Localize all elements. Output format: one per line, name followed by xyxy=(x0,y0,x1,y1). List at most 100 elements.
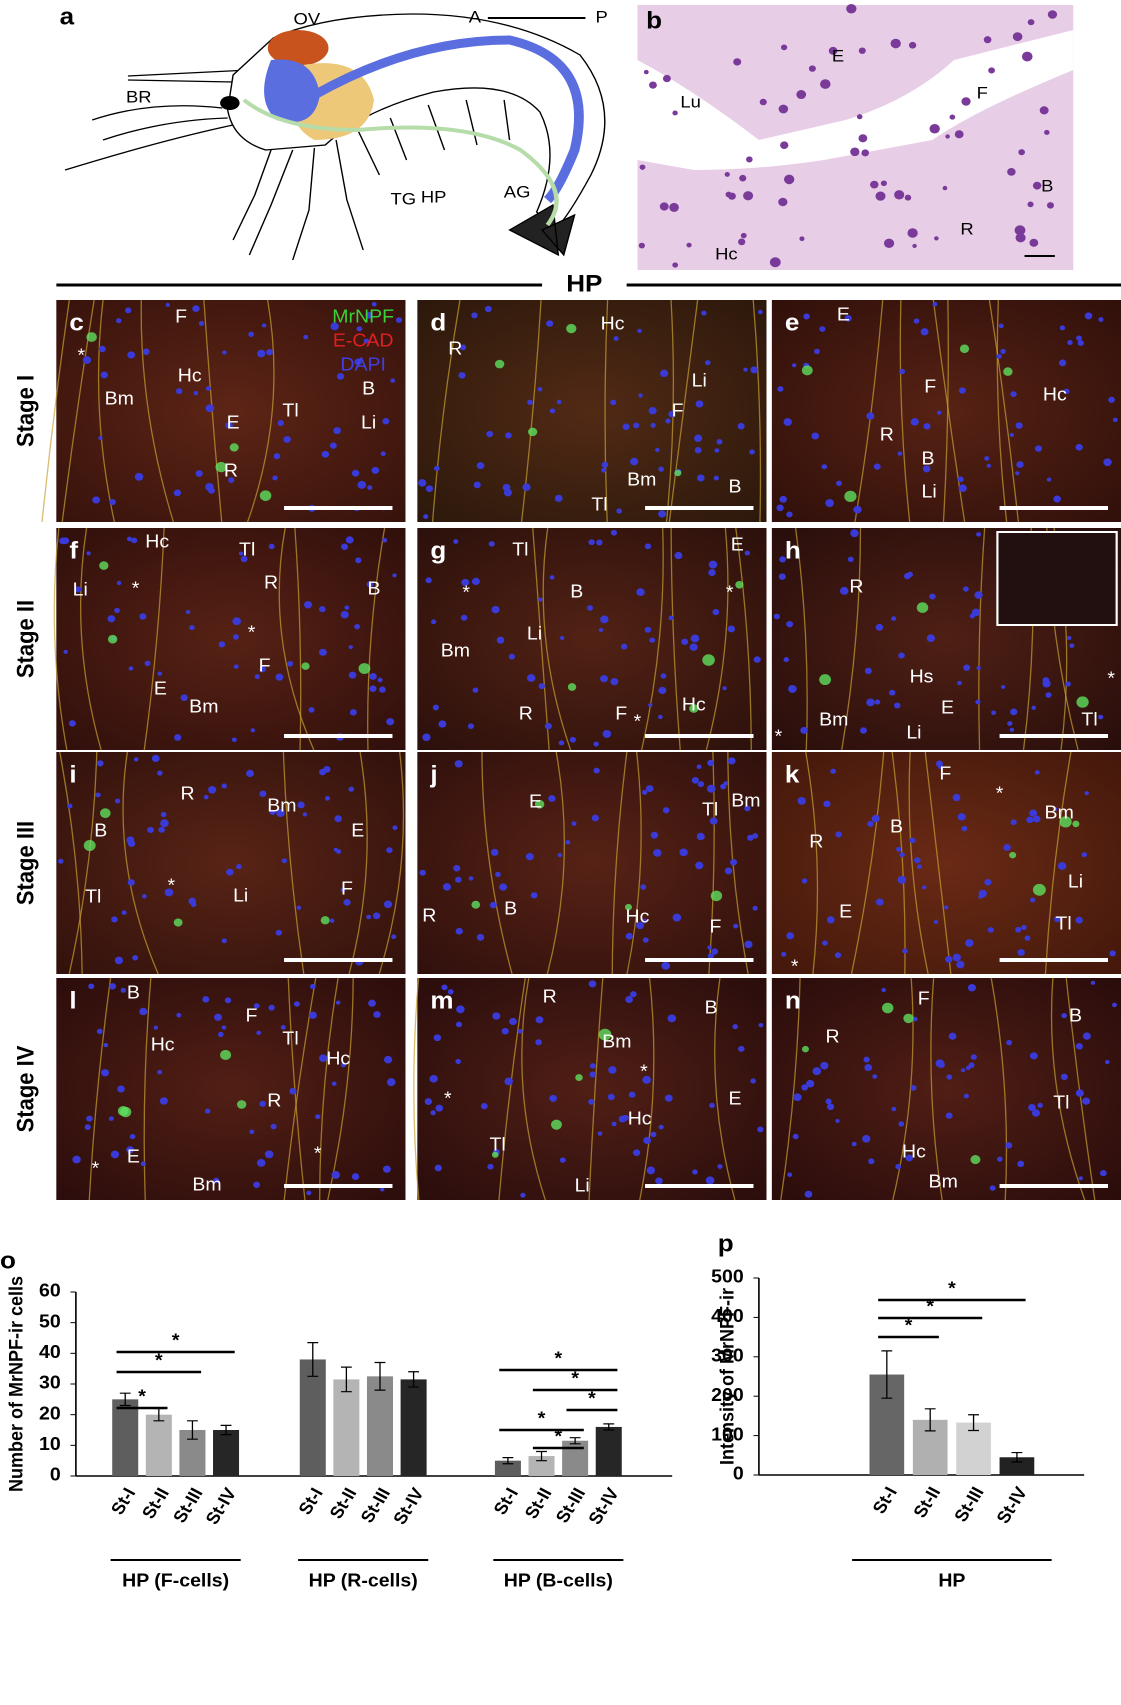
nucleus xyxy=(954,130,964,139)
nucleus xyxy=(601,467,607,473)
nucleus xyxy=(259,666,266,673)
nucleus xyxy=(480,1103,488,1110)
nucleus xyxy=(1017,948,1025,956)
cell-label: Li xyxy=(922,481,937,501)
nucleus xyxy=(998,323,1004,329)
category-label: St-IV xyxy=(201,1484,240,1527)
cell-boundary xyxy=(1050,977,1086,1201)
nucleus xyxy=(63,649,68,654)
nucleus xyxy=(476,933,485,941)
category-label: St-I xyxy=(294,1485,327,1518)
npf-signal xyxy=(844,490,857,503)
nucleus xyxy=(468,876,474,881)
nucleus xyxy=(902,948,908,954)
nucleus xyxy=(996,1156,1003,1162)
nucleus xyxy=(910,1085,917,1091)
nucleus xyxy=(205,404,215,413)
nucleus xyxy=(625,995,633,1003)
nucleus xyxy=(1065,681,1071,687)
nucleus xyxy=(910,418,919,426)
nucleus xyxy=(165,302,170,307)
nucleus xyxy=(164,888,174,897)
cell-label: B xyxy=(922,448,935,468)
nucleus xyxy=(800,726,808,734)
nucleus xyxy=(189,624,195,631)
nucleus xyxy=(363,338,369,344)
nucleus xyxy=(139,613,147,620)
nucleus xyxy=(689,643,698,651)
nucleus xyxy=(100,371,109,379)
cell-boundary xyxy=(805,751,819,975)
nucleus xyxy=(96,1028,103,1035)
cell-label: Tl xyxy=(512,539,528,559)
nucleus xyxy=(896,846,902,852)
nucleus xyxy=(648,703,653,708)
nucleus xyxy=(898,652,905,659)
nucleus xyxy=(354,358,362,366)
cell-label: Li xyxy=(233,885,248,905)
panel-letter: l xyxy=(69,987,76,1014)
nucleus xyxy=(259,790,267,798)
nucleus xyxy=(945,955,953,963)
nucleus xyxy=(157,770,163,776)
micrograph: l B F Hc Tl Hc R * E Bm * xyxy=(56,977,406,1201)
npf-signal xyxy=(970,1155,981,1165)
nucleus xyxy=(691,777,699,784)
nucleus xyxy=(868,1158,875,1165)
cell-boundary xyxy=(780,977,801,1201)
nucleus xyxy=(382,418,390,425)
nucleus xyxy=(835,831,842,838)
nucleus xyxy=(447,989,454,995)
nucleus xyxy=(205,386,212,391)
significance-label: * xyxy=(588,1388,596,1408)
nucleus xyxy=(888,689,896,696)
cell-label: Hc xyxy=(902,1141,926,1161)
cell-label: R xyxy=(448,338,462,358)
nucleus xyxy=(434,1164,442,1172)
nucleus xyxy=(986,463,992,468)
cell-label: Bm xyxy=(441,640,470,660)
nucleus xyxy=(140,1161,146,1167)
nucleus xyxy=(820,79,831,89)
nucleus xyxy=(371,466,380,474)
nucleus xyxy=(952,953,961,962)
nucleus xyxy=(424,1098,433,1105)
nucleus xyxy=(588,539,595,546)
npf-signal xyxy=(801,1045,809,1053)
nucleus xyxy=(309,983,316,990)
nucleus xyxy=(495,871,501,877)
nucleus xyxy=(1024,935,1031,941)
npf-signal xyxy=(575,1074,583,1082)
nucleus xyxy=(696,832,705,841)
cell-label: R xyxy=(267,1090,281,1110)
nucleus xyxy=(266,348,273,356)
nucleus xyxy=(1009,432,1014,437)
cell-label: Hc xyxy=(628,1108,652,1128)
nucleus xyxy=(425,577,432,584)
cell-label: Li xyxy=(527,623,542,643)
nucleus xyxy=(126,1146,135,1154)
nucleus xyxy=(853,505,862,514)
nucleus xyxy=(593,741,599,747)
nucleus xyxy=(716,439,723,445)
nucleus xyxy=(655,447,660,452)
nucleus xyxy=(697,781,705,788)
nucleus xyxy=(769,257,781,268)
nucleus xyxy=(276,809,285,818)
nucleus xyxy=(658,510,667,518)
nucleus xyxy=(1075,443,1083,451)
nucleus xyxy=(333,427,341,435)
npf-signal xyxy=(528,427,538,437)
nucleus xyxy=(820,1061,829,1070)
nucleus xyxy=(222,350,227,355)
nucleus xyxy=(1000,684,1006,689)
nucleus xyxy=(147,826,154,834)
nucleus xyxy=(195,470,203,477)
cell-boundary xyxy=(521,977,546,1201)
group-label: HP (B-cells) xyxy=(504,1570,613,1590)
nucleus xyxy=(645,785,654,793)
cell-boundary xyxy=(639,977,655,1201)
nucleus xyxy=(188,897,196,905)
nucleus xyxy=(692,1169,698,1175)
